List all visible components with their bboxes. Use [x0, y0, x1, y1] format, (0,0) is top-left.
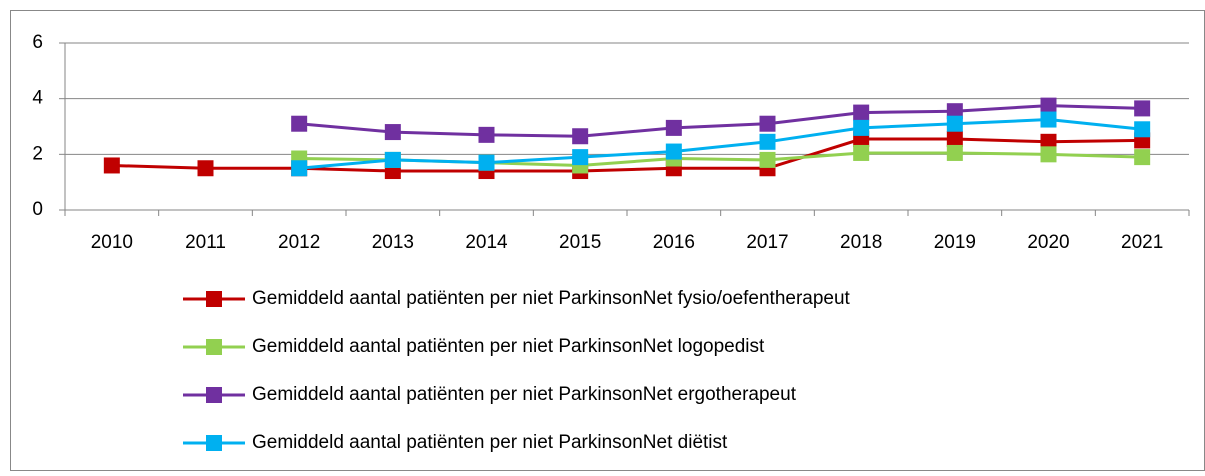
marker [1134, 149, 1151, 166]
marker [946, 103, 963, 120]
legend-label: Gemiddeld aantal patiënten per niet Park… [252, 384, 797, 405]
marker [665, 143, 682, 160]
marker [384, 124, 401, 141]
y-tick-label: 0 [32, 199, 43, 220]
y-tick-label: 4 [32, 88, 43, 109]
marker [1134, 121, 1151, 138]
marker [853, 144, 870, 161]
marker [1134, 100, 1151, 117]
marker [1040, 97, 1057, 114]
series-line [299, 118, 1143, 170]
legend-marker [206, 291, 222, 307]
marker [1040, 111, 1057, 128]
marker [946, 115, 963, 132]
legend-label: Gemiddeld aantal patiënten per niet Park… [252, 336, 765, 357]
x-tick-label: 2021 [1121, 232, 1163, 253]
marker [572, 149, 589, 166]
marker [103, 157, 120, 174]
marker [665, 119, 682, 136]
marker [946, 131, 963, 148]
legend-label: Gemiddeld aantal patiënten per niet Park… [252, 288, 851, 309]
marker [478, 126, 495, 143]
marker [946, 144, 963, 161]
legend-marker [206, 387, 222, 403]
legend-label: Gemiddeld aantal patiënten per niet Park… [252, 432, 728, 453]
x-tick-label: 2010 [91, 232, 133, 253]
marker [759, 151, 776, 168]
marker [759, 133, 776, 150]
marker [759, 115, 776, 132]
legend-marker [206, 339, 222, 355]
marker [291, 160, 308, 177]
marker [1040, 133, 1057, 150]
x-tick-label: 2015 [559, 232, 601, 253]
y-tick-label: 2 [32, 143, 43, 164]
marker [478, 154, 495, 171]
marker [853, 119, 870, 136]
legend-marker [206, 435, 222, 451]
x-tick-label: 2017 [746, 232, 788, 253]
x-tick-label: 2019 [934, 232, 976, 253]
marker [197, 160, 214, 177]
series-line [299, 104, 1143, 138]
x-tick-label: 2012 [278, 232, 320, 253]
marker [1040, 146, 1057, 163]
x-tick-label: 2013 [372, 232, 414, 253]
x-tick-label: 2014 [465, 232, 508, 253]
marker [384, 151, 401, 168]
series-line [111, 137, 1143, 173]
marker [291, 115, 308, 132]
y-tick-label: 6 [32, 32, 43, 53]
x-tick-label: 2020 [1027, 232, 1069, 253]
x-tick-label: 2016 [653, 232, 695, 253]
x-tick-label: 2018 [840, 232, 882, 253]
marker [572, 128, 589, 145]
x-tick-label: 2011 [185, 232, 226, 253]
marker [853, 104, 870, 121]
